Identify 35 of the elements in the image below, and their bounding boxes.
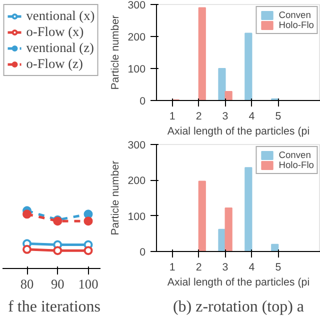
y-tick-label: 200 [128,175,146,188]
y-tick-label: 0 [140,96,146,108]
x-tick-label: 5 [275,262,282,274]
x-tick-label: 3 [222,110,228,122]
y-tick-label: 100 [128,64,146,76]
x-tick-label: 1 [169,262,176,274]
x-tick-label: 1 [169,110,176,122]
x-tick-label: 4 [248,110,255,122]
text: (b) z-rotation (top) a [172,298,304,316]
x-tick-label: 2 [196,262,202,274]
x-axis-title: f the iterations [8,298,101,316]
y-axis-title: Particle number [110,160,122,236]
legend-label: ventional (z) [26,40,94,56]
x-tick-label: 80 [20,276,34,292]
y-tick-label: 300 [128,0,146,12]
x-tick-label: 3 [222,262,228,274]
legend-label: ventional (x) [26,8,95,24]
legend-label: Conven [278,10,311,20]
y-tick-label: 300 [128,140,146,152]
legend-label: Holo-Flo [278,160,314,170]
legend-label: Conven [278,150,311,160]
y-axis-title: Particle number [110,14,122,90]
legend-label: o-Flow (x) [26,24,84,40]
legend-label: o-Flow (z) [26,56,83,72]
legend-label: Holo-Flo [278,20,314,30]
y-tick-label: 0 [140,246,146,258]
y-tick-label: 200 [128,32,146,44]
x-tick-label: 5 [275,110,282,122]
x-axis-title: Axial length of the particles (pi [167,126,310,138]
x-tick-label: 100 [78,276,99,292]
x-tick-label: 2 [196,110,202,122]
x-tick-label: 4 [248,262,255,274]
x-axis-title: Axial length of the particles (pi [167,276,310,288]
y-tick-label: 100 [128,210,146,223]
x-tick-label: 90 [50,276,65,292]
